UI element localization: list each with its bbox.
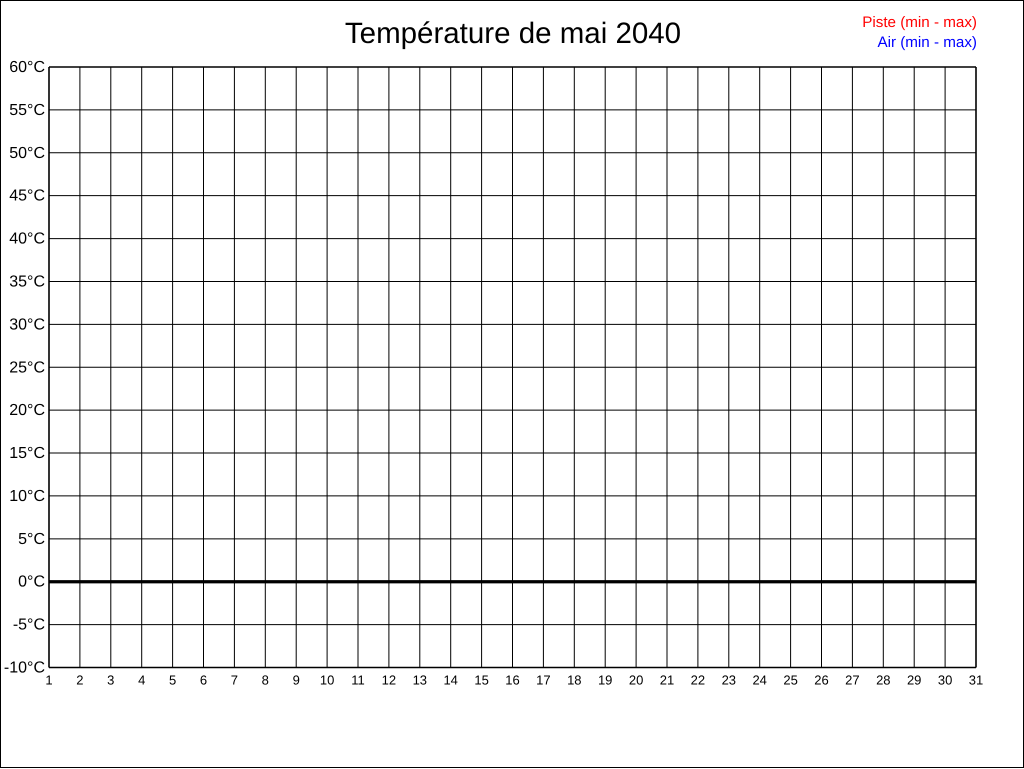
svg-text:-10°C: -10°C (4, 660, 45, 677)
svg-text:21: 21 (660, 673, 674, 688)
svg-text:22: 22 (691, 673, 705, 688)
svg-text:5°C: 5°C (18, 531, 45, 548)
svg-text:60°C: 60°C (9, 59, 45, 76)
svg-text:24: 24 (752, 673, 766, 688)
svg-text:30: 30 (938, 673, 952, 688)
svg-text:12: 12 (382, 673, 396, 688)
svg-text:1: 1 (45, 673, 52, 688)
svg-text:-5°C: -5°C (13, 617, 45, 634)
svg-text:9: 9 (293, 673, 300, 688)
svg-text:16: 16 (505, 673, 519, 688)
svg-text:15: 15 (474, 673, 488, 688)
svg-text:26: 26 (814, 673, 828, 688)
svg-text:45°C: 45°C (9, 188, 45, 205)
svg-text:35°C: 35°C (9, 273, 45, 290)
svg-text:20°C: 20°C (9, 402, 45, 419)
svg-text:18: 18 (567, 673, 581, 688)
svg-text:19: 19 (598, 673, 612, 688)
svg-text:6: 6 (200, 673, 207, 688)
svg-text:23: 23 (722, 673, 736, 688)
svg-text:4: 4 (138, 673, 145, 688)
svg-text:28: 28 (876, 673, 890, 688)
svg-text:13: 13 (413, 673, 427, 688)
svg-text:10: 10 (320, 673, 334, 688)
svg-text:25: 25 (783, 673, 797, 688)
svg-text:31: 31 (969, 673, 983, 688)
svg-text:5: 5 (169, 673, 176, 688)
svg-text:3: 3 (107, 673, 114, 688)
svg-text:14: 14 (443, 673, 457, 688)
svg-text:8: 8 (262, 673, 269, 688)
svg-text:0°C: 0°C (18, 574, 45, 591)
svg-text:11: 11 (351, 673, 365, 688)
svg-text:40°C: 40°C (9, 231, 45, 248)
svg-text:17: 17 (536, 673, 550, 688)
svg-text:25°C: 25°C (9, 359, 45, 376)
svg-text:30°C: 30°C (9, 316, 45, 333)
svg-text:27: 27 (845, 673, 859, 688)
svg-text:2: 2 (76, 673, 83, 688)
svg-text:15°C: 15°C (9, 445, 45, 462)
svg-text:7: 7 (231, 673, 238, 688)
svg-text:20: 20 (629, 673, 643, 688)
svg-text:55°C: 55°C (9, 102, 45, 119)
svg-text:29: 29 (907, 673, 921, 688)
svg-text:50°C: 50°C (9, 145, 45, 162)
svg-text:10°C: 10°C (9, 488, 45, 505)
